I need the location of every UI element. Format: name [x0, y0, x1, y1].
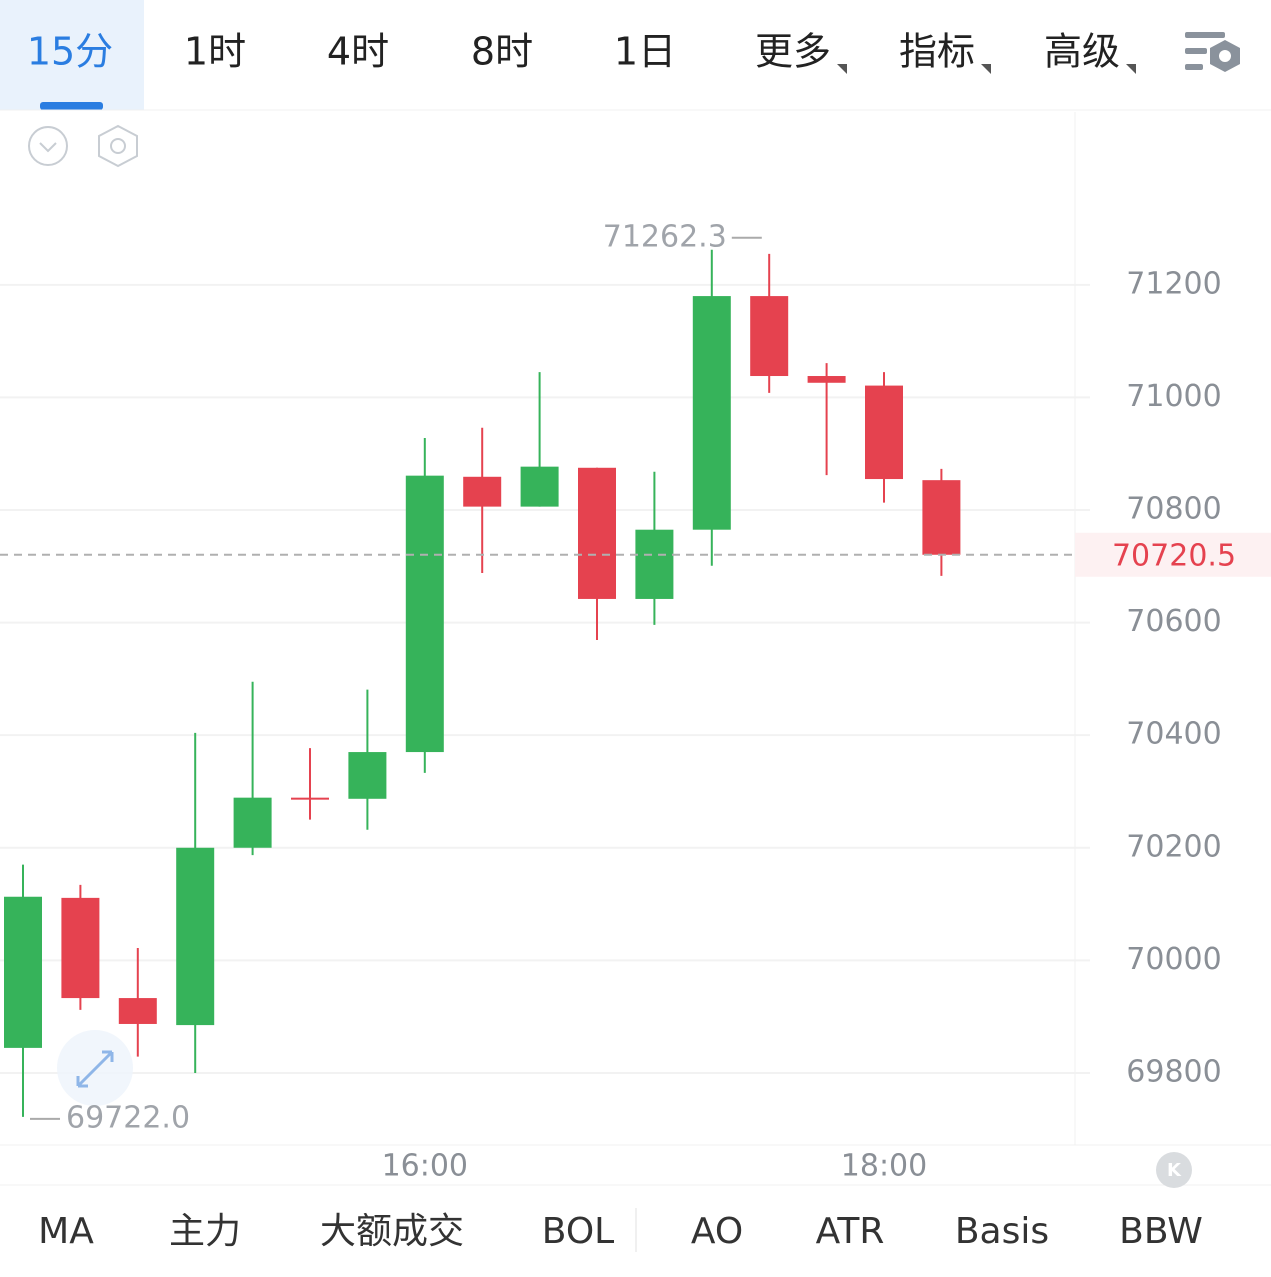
indicator-tab[interactable]: Basis	[955, 1211, 1049, 1252]
y-tick-label: 70800	[1126, 492, 1221, 527]
candle-body	[233, 797, 272, 848]
candle-body	[61, 897, 100, 999]
last-price-label: 70720.5	[1112, 538, 1236, 573]
x-tick-label: 16:00	[382, 1149, 468, 1184]
candle-body	[176, 847, 215, 1026]
dropdown-marker	[837, 64, 847, 74]
tab[interactable]: 4时	[327, 30, 389, 74]
y-tick-label: 70200	[1126, 829, 1221, 864]
y-tick-label: 70600	[1126, 604, 1221, 639]
tab[interactable]: 15分	[27, 30, 113, 74]
indicator-tab[interactable]: ATR	[816, 1211, 885, 1252]
y-tick-label: 70000	[1126, 942, 1221, 977]
tab[interactable]: 更多	[755, 30, 831, 74]
indicator-tab[interactable]: 主力	[169, 1211, 241, 1252]
indicator-tab[interactable]: MA	[38, 1211, 94, 1252]
y-tick-label: 70400	[1126, 717, 1221, 752]
fullscreen-button[interactable]	[57, 1030, 133, 1106]
dropdown-marker	[981, 64, 991, 74]
candle-body	[405, 475, 444, 753]
candle-body	[520, 466, 559, 507]
candle-body	[922, 480, 961, 555]
low-label: 69722.0	[66, 1100, 190, 1135]
y-tick-label: 71200	[1126, 266, 1221, 301]
candle-body	[635, 529, 674, 599]
candle-body	[578, 467, 616, 599]
tab[interactable]: 高级	[1044, 30, 1120, 74]
plot	[0, 236, 1090, 1120]
y-tick-label: 71000	[1126, 379, 1221, 414]
last-price-bg	[1075, 532, 1271, 577]
chart-settings-icon[interactable]	[98, 124, 138, 168]
candle-body	[807, 376, 846, 383]
candle-body	[865, 385, 903, 480]
svg-text:K: K	[1167, 1160, 1182, 1181]
tab[interactable]: 8时	[471, 30, 533, 74]
candle-body	[4, 896, 42, 1048]
indicator-tab[interactable]: BBW	[1119, 1211, 1203, 1252]
indicator-tab[interactable]: BOL	[542, 1211, 614, 1252]
candle-body	[750, 296, 789, 377]
tab[interactable]: 1时	[184, 30, 246, 74]
y-tick-label: 69800	[1126, 1054, 1221, 1089]
collapse-icon[interactable]	[28, 126, 68, 166]
candle-body	[348, 752, 387, 799]
high-label: 71262.3	[603, 219, 727, 254]
indicator-tab[interactable]: 大额成交	[320, 1211, 464, 1252]
dropdown-marker	[1126, 64, 1136, 74]
scroll-latest-button[interactable]: K	[1156, 1152, 1192, 1188]
x-tick-label: 18:00	[841, 1149, 927, 1184]
tab[interactable]: 指标	[899, 30, 975, 74]
indicator-tab[interactable]: AO	[691, 1211, 743, 1252]
candle-body	[692, 296, 731, 530]
settings-icon[interactable]	[1185, 32, 1240, 72]
candle-body	[118, 998, 157, 1024]
selected-tab-bg	[0, 0, 144, 110]
selected-tab-indicator	[40, 102, 103, 110]
candle-body	[291, 797, 329, 800]
candle-body	[463, 476, 502, 507]
tab[interactable]: 1日	[614, 30, 676, 74]
